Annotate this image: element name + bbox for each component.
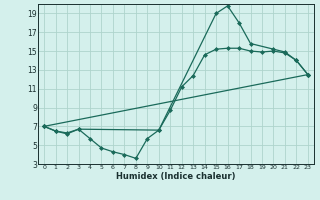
- X-axis label: Humidex (Indice chaleur): Humidex (Indice chaleur): [116, 172, 236, 181]
